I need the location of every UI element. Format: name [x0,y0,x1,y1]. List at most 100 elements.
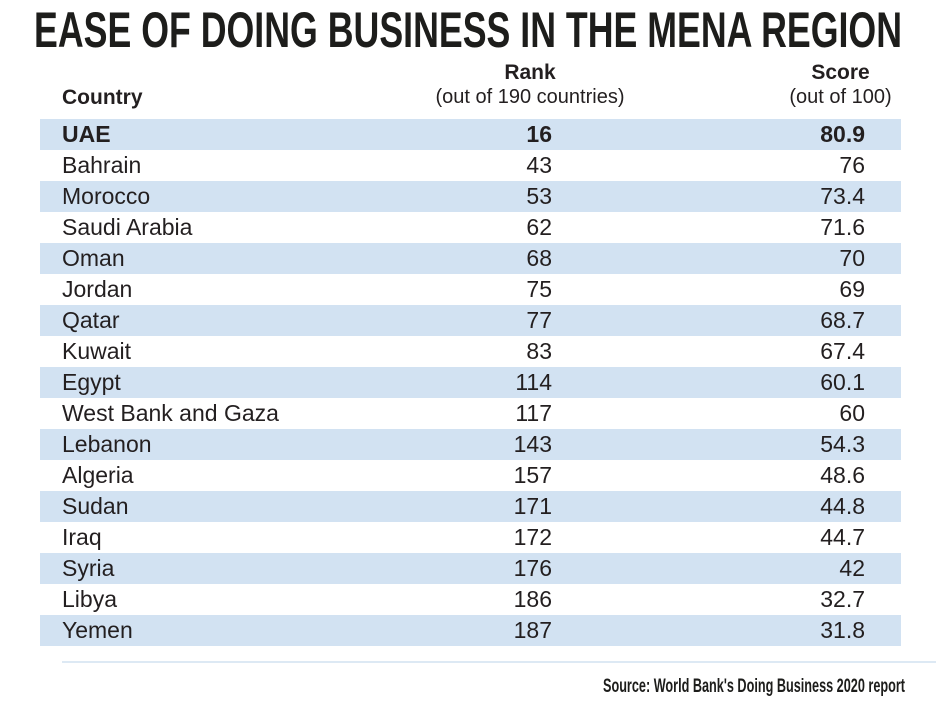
cell-score: 44.8 [820,493,865,519]
cell-rank: 75 [526,276,552,302]
cell-rank: 53 [526,183,552,209]
cell-score: 48.6 [820,462,865,488]
cell-score: 44.7 [820,524,865,550]
table-row: UAE 16 80.9 [40,119,901,150]
cell-score: 31.8 [820,617,865,643]
table-header: Country Rank (out of 190 countries) Scor… [40,60,901,110]
cell-country: Syria [62,555,115,581]
page-title: EASE OF DOING BUSINESS IN THE MENA REGIO… [34,9,902,58]
cell-country: Jordan [62,276,133,302]
cell-spacer [640,243,780,274]
table-row: Sudan 171 44.8 [40,491,901,522]
cell-score: 54.3 [820,431,865,457]
cell-score: 69 [839,276,865,302]
cell-country: Iraq [62,524,102,550]
cell-score: 80.9 [820,121,865,147]
cell-rank: 62 [526,214,552,240]
table-row: Egypt 114 60.1 [40,367,901,398]
table-row: Jordan 75 69 [40,274,901,305]
cell-score: 68.7 [820,307,865,333]
cell-spacer [640,553,780,584]
cell-country: Saudi Arabia [62,214,193,240]
table-row: Bahrain 43 76 [40,150,901,181]
cell-spacer [640,491,780,522]
table-row: Algeria 157 48.6 [40,460,901,491]
cell-rank: 43 [526,152,552,178]
cell-spacer [640,367,780,398]
column-header-rank-subtitle: (out of 190 countries) [435,86,625,108]
cell-country: Morocco [62,183,151,209]
cell-score: 32.7 [820,586,865,612]
cell-country: West Bank and Gaza [62,400,279,426]
cell-country: Oman [62,245,125,271]
table-row: Oman 68 70 [40,243,901,274]
column-header-rank-label: Rank [504,61,556,84]
cell-spacer [640,398,780,429]
cell-score: 76 [839,152,865,178]
cell-spacer [640,274,780,305]
cell-spacer [640,305,780,336]
cell-country: Libya [62,586,117,612]
table-row: Yemen 187 31.8 [40,615,901,646]
cell-score: 70 [839,245,865,271]
page-title-svg: EASE OF DOING BUSINESS IN THE MENA REGIO… [34,9,902,58]
cell-rank: 186 [513,586,552,612]
cell-country: Egypt [62,369,121,395]
table-row: Qatar 77 68.7 [40,305,901,336]
table-row: Morocco 53 73.4 [40,181,901,212]
table-row: Libya 186 32.7 [40,584,901,615]
cell-rank: 157 [513,462,552,488]
cell-country: Bahrain [62,152,142,178]
table-row: Saudi Arabia 62 71.6 [40,212,901,243]
cell-country: Qatar [62,307,120,333]
cell-country: Yemen [62,617,133,643]
column-header-score: Score (out of 100) [780,60,901,110]
cell-spacer [640,150,780,181]
cell-rank: 176 [513,555,552,581]
source-line: Source: World Bank's Doing Business 2020… [603,676,905,697]
column-header-score-label: Score [811,61,870,84]
cell-spacer [640,615,780,646]
column-header-score-subtitle: (out of 100) [789,86,892,108]
cell-rank: 83 [526,338,552,364]
cell-spacer [640,429,780,460]
table-row: Kuwait 83 67.4 [40,336,901,367]
cell-rank: 117 [515,400,552,426]
table-row: West Bank and Gaza 117 60 [40,398,901,429]
cell-score: 60.1 [820,369,865,395]
cell-rank: 77 [526,307,552,333]
cell-spacer [640,336,780,367]
cell-score: 60 [839,400,865,426]
source-line-svg: Source: World Bank's Doing Business 2020… [603,676,905,697]
cell-country: Kuwait [62,338,132,364]
cell-spacer [640,522,780,553]
table-body: UAE 16 80.9 Bahrain 43 76 Morocco 53 73.… [40,119,901,646]
cell-spacer [640,584,780,615]
cell-score: 67.4 [820,338,865,364]
cell-rank: 172 [513,524,552,550]
cell-rank: 16 [526,121,552,147]
cell-rank: 171 [513,493,552,519]
cell-country: Sudan [62,493,129,519]
cell-spacer [640,460,780,491]
table-row: Iraq 172 44.7 [40,522,901,553]
column-header-rank: Rank (out of 190 countries) [420,60,640,110]
cell-rank: 187 [513,617,552,643]
cell-country: Lebanon [62,431,152,457]
cell-score: 71.6 [820,214,865,240]
cell-rank: 68 [526,245,552,271]
table-row: Syria 176 42 [40,553,901,584]
cell-rank: 114 [515,369,552,395]
cell-score: 42 [839,555,865,581]
cell-country: UAE [62,121,111,147]
column-header-country: Country [62,86,143,109]
footer-divider-line [62,661,936,663]
cell-spacer [640,181,780,212]
cell-score: 73.4 [820,183,865,209]
cell-rank: 143 [513,431,552,457]
cell-spacer [640,212,780,243]
table-row: Lebanon 143 54.3 [40,429,901,460]
cell-country: Algeria [62,462,134,488]
cell-spacer [640,119,780,150]
